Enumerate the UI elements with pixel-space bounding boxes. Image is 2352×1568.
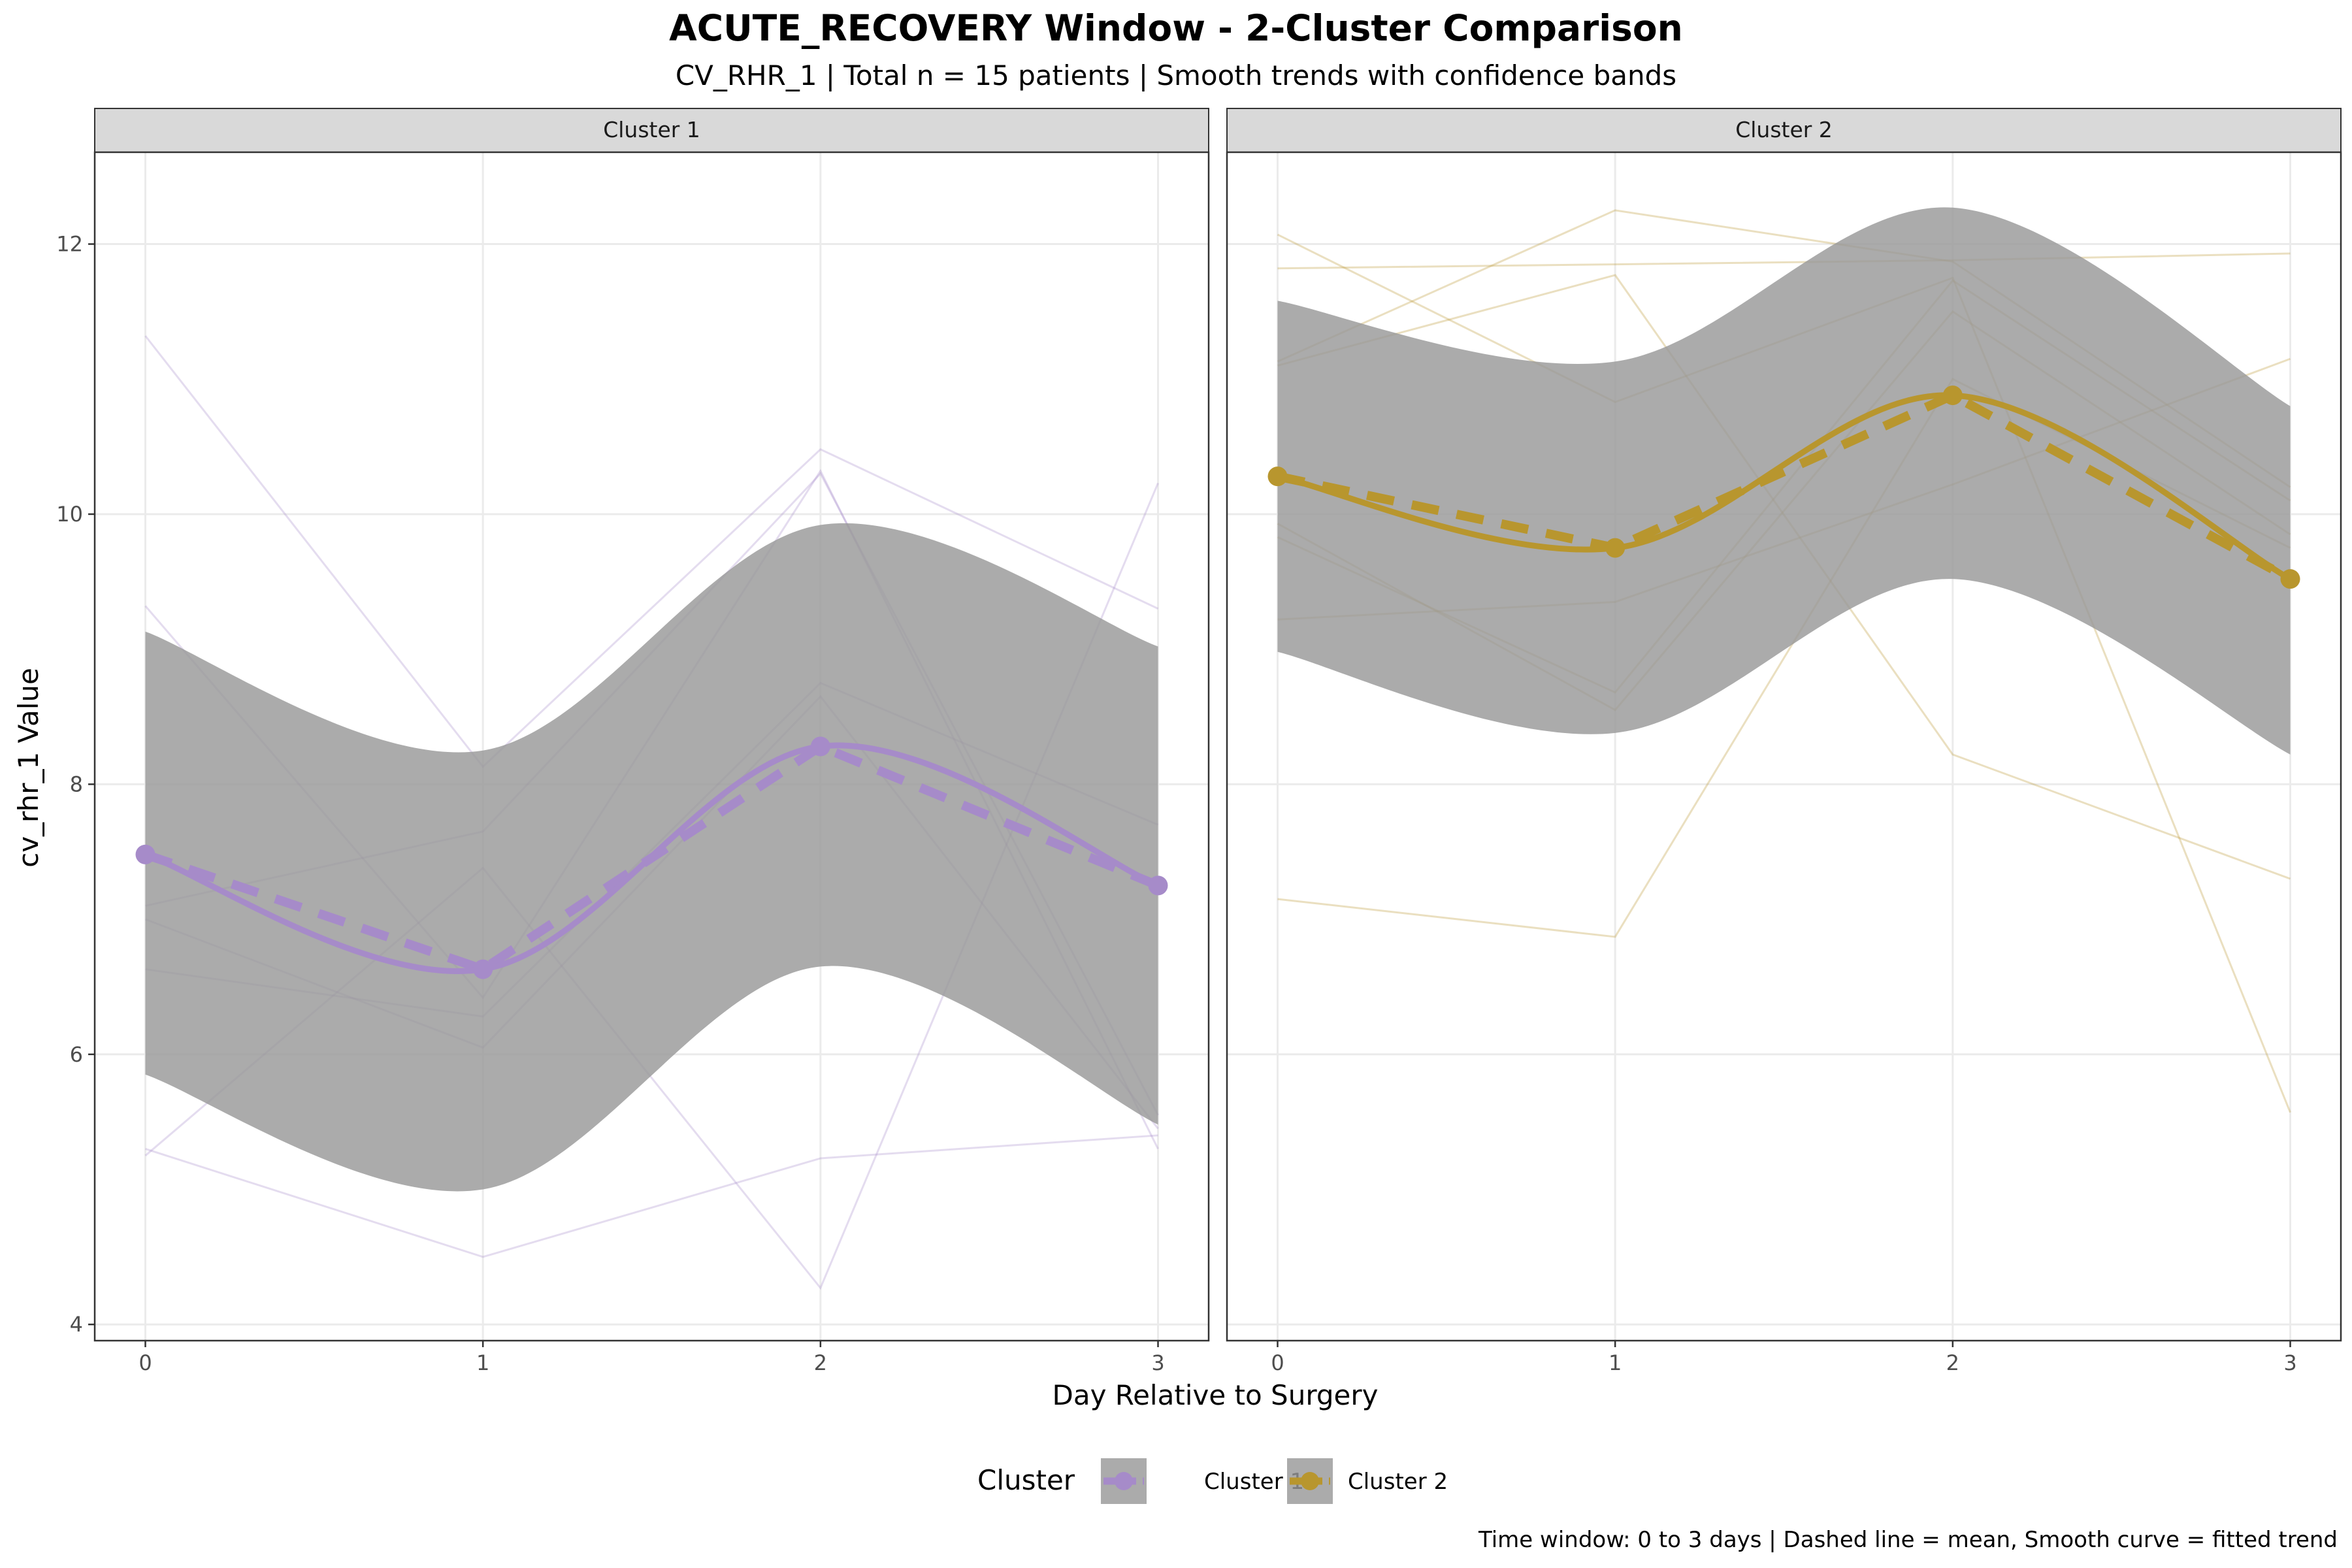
mean-point <box>1605 538 1625 558</box>
chart-subtitle: CV_RHR_1 | Total n = 15 patients | Smoot… <box>676 59 1676 91</box>
x-axis-title: Day Relative to Surgery <box>1053 1379 1379 1411</box>
panel-border <box>1226 151 2342 1342</box>
mean-point <box>135 844 155 864</box>
smooth-curve <box>144 742 1160 974</box>
x-tick-label: 3 <box>1151 1350 1164 1375</box>
x-tick-label: 0 <box>1271 1350 1284 1375</box>
mean-point <box>1267 466 1288 487</box>
legend: Cluster Cluster 1 Cluster 2 <box>977 1458 1448 1504</box>
x-tick-label: 2 <box>814 1350 827 1375</box>
x-tick-label: 2 <box>1946 1350 1959 1375</box>
legend-title: Cluster <box>977 1464 1075 1496</box>
y-tick-label: 8 <box>70 772 83 796</box>
smooth-curve <box>1277 392 2292 582</box>
x-tick-label: 3 <box>2283 1350 2296 1375</box>
patient-line <box>1277 252 2291 270</box>
mean-line <box>1277 390 2293 583</box>
facet-strip-label: Cluster 1 <box>603 117 700 142</box>
facet-strip <box>94 108 1209 153</box>
chart-title: ACUTE_RECOVERY Window - 2-Cluster Compar… <box>669 7 1683 49</box>
y-axis-title: cv_rhr_1 Value <box>12 668 44 868</box>
legend-label: Cluster 2 <box>1348 1469 1448 1495</box>
mean-point <box>810 736 830 757</box>
mean-point <box>473 959 493 979</box>
patient-line <box>144 335 1159 768</box>
facet-strip <box>1226 108 2342 153</box>
facet-strip-label: Cluster 2 <box>1735 117 1833 142</box>
x-tick-label: 1 <box>1609 1350 1622 1375</box>
y-tick-label: 12 <box>56 232 83 257</box>
y-tick-label: 6 <box>70 1042 83 1067</box>
mean-point <box>1148 875 1168 896</box>
mean-point <box>2280 569 2300 589</box>
legend-key-point <box>1301 1472 1319 1490</box>
legend-item-2: Cluster 2 <box>1287 1458 1448 1504</box>
x-tick-label: 0 <box>139 1350 152 1375</box>
facet-panel-2: Cluster 2 0 1 2 3 <box>1226 108 2342 1375</box>
confidence-band <box>1277 207 2291 755</box>
mean-point <box>1942 385 1963 406</box>
legend-key-point <box>1115 1472 1133 1490</box>
y-tick-label: 10 <box>56 502 83 527</box>
y-tick-label: 4 <box>70 1312 83 1337</box>
chart-caption: Time window: 0 to 3 days | Dashed line =… <box>1478 1527 2338 1553</box>
patient-line <box>145 1134 1158 1258</box>
panel-border <box>93 151 1210 1342</box>
x-tick-label: 1 <box>476 1350 489 1375</box>
